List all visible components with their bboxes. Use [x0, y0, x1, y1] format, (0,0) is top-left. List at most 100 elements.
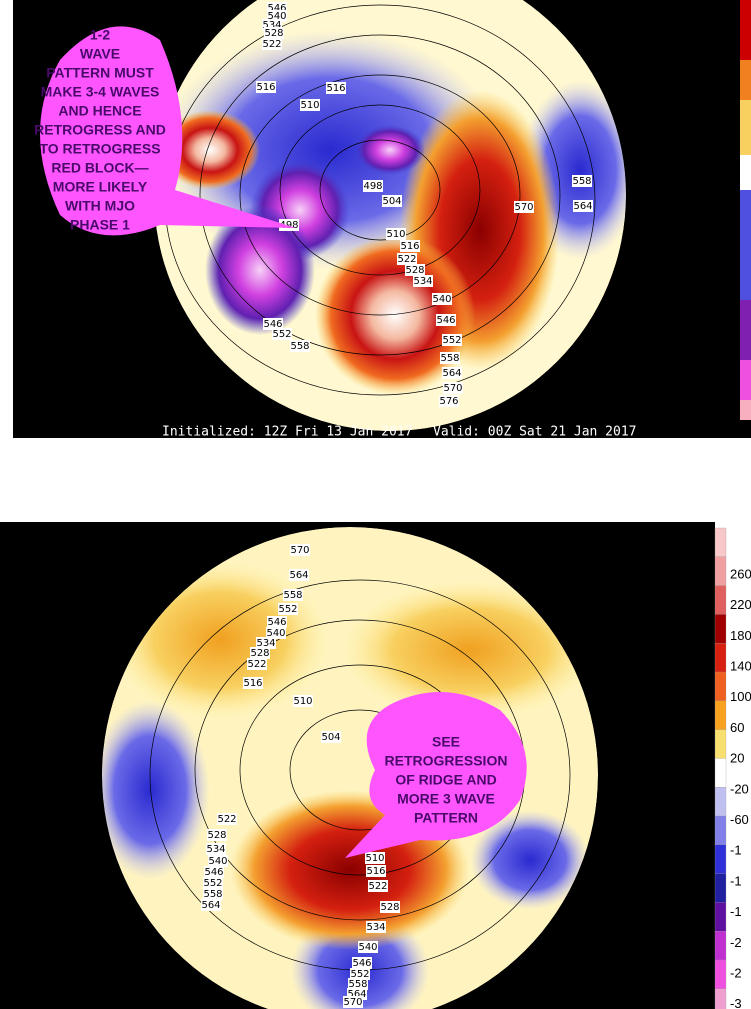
callout-bubble	[40, 26, 296, 236]
colorbar-label: 60	[730, 720, 744, 735]
annotation-line: PHASE 1	[70, 217, 130, 233]
contour-label-box	[348, 978, 368, 990]
colorbar-label: -3	[730, 996, 742, 1009]
contour-label-box	[366, 865, 386, 877]
colorbar-label: 180	[730, 628, 751, 643]
contour-label: 534	[256, 638, 275, 649]
contour-label-box	[397, 253, 417, 265]
contour-label-box	[365, 852, 385, 864]
contour-label-box	[572, 175, 592, 187]
contour-label-box	[573, 200, 593, 212]
colorbar-label: 20	[730, 751, 744, 766]
contour-label-box	[293, 695, 313, 707]
colorbar-label: -20	[730, 781, 749, 796]
contour-label-box	[300, 99, 320, 111]
contour-label-box	[256, 81, 276, 93]
colorbar-label: -2	[730, 935, 742, 950]
contour-label-box	[201, 899, 221, 911]
annotation-line: TO RETROGRESS	[39, 141, 160, 157]
contour-label: 570	[290, 545, 309, 556]
contour-label-box	[278, 603, 298, 615]
contour-label: 522	[397, 254, 416, 265]
contour-label-box	[326, 82, 346, 94]
contour-label: 552	[203, 878, 222, 889]
contour-label-box	[382, 195, 402, 207]
contour-label: 558	[348, 979, 367, 990]
contour-label-box	[207, 829, 227, 841]
annotation-line: MORE LIKELY	[53, 179, 148, 195]
contour-label: 546	[204, 867, 223, 878]
annotation-line: PATTERN	[414, 810, 478, 826]
annotation-line: WAVE	[80, 46, 120, 62]
colorbar-bin	[714, 556, 727, 586]
colorbar-label: -60	[730, 812, 749, 827]
contour-label-box	[432, 293, 452, 305]
contour-label-box	[290, 544, 310, 556]
contour-label: 570	[443, 383, 462, 394]
colorbar-bin	[714, 700, 727, 730]
contour-label: 534	[413, 276, 432, 287]
contour-label: 510	[365, 853, 384, 864]
contour-label: 540	[266, 628, 285, 639]
contour-label-box	[272, 328, 292, 340]
contour-label: 522	[247, 659, 266, 670]
contour-label: 558	[283, 590, 302, 601]
contour-label: 576	[439, 396, 458, 407]
colorbar-bin	[714, 873, 727, 903]
colorbar-bin	[714, 787, 727, 817]
colorbar-label: -1	[730, 904, 742, 919]
contour-label-box	[352, 957, 372, 969]
colorbar-label: -2	[730, 966, 742, 981]
contour-label: 522	[262, 39, 281, 50]
contour-label: 528	[207, 830, 226, 841]
contour-label: 522	[368, 881, 387, 892]
annotation-line: RETROGRESS AND	[34, 122, 166, 138]
contour-label: 498	[363, 181, 382, 192]
contour-label: 558	[290, 341, 309, 352]
contour-label: 528	[405, 265, 424, 276]
contour-label-box	[440, 352, 460, 364]
contour-label-box	[358, 941, 378, 953]
contour-label-box	[203, 888, 223, 900]
contour-label: 516	[366, 866, 385, 877]
annotation-line: RED BLOCK—	[51, 160, 148, 176]
contour-label: 504	[321, 732, 340, 743]
contour-label: 528	[250, 648, 269, 659]
contour-label: 564	[573, 201, 592, 212]
contour-label: 546	[267, 3, 286, 14]
colorbar-bin	[714, 614, 727, 644]
contour-label: 546	[263, 319, 282, 330]
contour-label: 558	[440, 353, 459, 364]
contour-label-box	[250, 647, 270, 659]
contour-label-box	[217, 813, 237, 825]
colorbar-bin	[714, 959, 727, 990]
colorbar-label: -1	[730, 873, 742, 888]
contour-label-box	[208, 855, 228, 867]
contour-label-box	[439, 395, 459, 407]
contour-label-box	[256, 637, 276, 649]
contour-label-box	[442, 367, 462, 379]
contour-label-box	[350, 968, 370, 980]
colorbar-label: -1	[730, 843, 742, 858]
contour-label: 534	[366, 922, 385, 933]
contour-label-box	[514, 201, 534, 213]
colorbar-bin	[714, 815, 727, 846]
contour-label-box	[264, 27, 284, 39]
contour-label: 510	[293, 696, 312, 707]
contour-label: 534	[206, 844, 225, 855]
colorbar-bin	[714, 643, 727, 673]
contour-label: 564	[442, 368, 461, 379]
contour-label-box	[343, 996, 363, 1008]
contour-label: 516	[326, 83, 345, 94]
contour-label-box	[405, 264, 425, 276]
colorbar-bin	[714, 902, 727, 932]
contour-label-box	[289, 569, 309, 581]
colorbar-bin	[714, 527, 727, 558]
colorbar-label: 220	[730, 597, 751, 612]
contour-label: 516	[256, 82, 275, 93]
initialized-text: Initialized: 12Z Fri 13 Jan 2017	[162, 425, 412, 440]
callout-bubble	[345, 692, 527, 858]
colorbar-bin	[714, 931, 727, 961]
